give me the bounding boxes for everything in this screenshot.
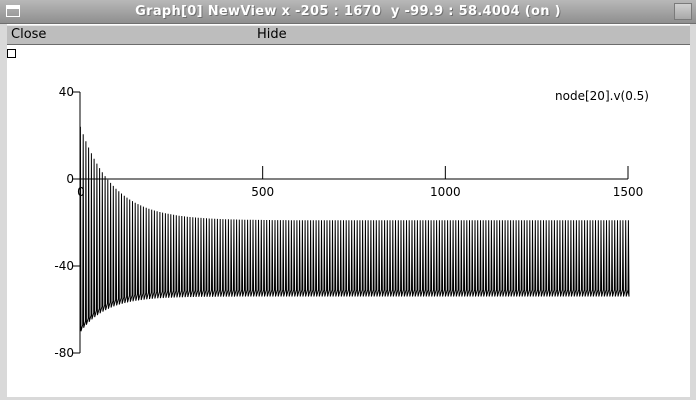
legend-label: node[20].v(0.5) (555, 89, 649, 103)
close-button[interactable]: Close (11, 27, 47, 42)
window-frame-bottom (0, 397, 696, 400)
y-tick-label-40: 40 (59, 85, 74, 99)
window-titlebar[interactable]: Graph[0] NewView x -205 : 1670 y -99.9 :… (0, 0, 696, 24)
x-tick-label-1500: 1500 (613, 185, 644, 199)
x-tick-label-1000: 1000 (430, 185, 461, 199)
window-frame-left (0, 24, 7, 400)
window-menu-icon[interactable] (6, 5, 20, 17)
ticks: 400-40-800 500 1000 1500 (54, 85, 643, 360)
view-toggle-checkbox[interactable] (7, 49, 16, 58)
window-title: Graph[0] NewView x -205 : 1670 y -99.9 :… (135, 4, 561, 19)
series-line-node20-v (79, 126, 630, 332)
y-tick-label--40: -40 (54, 259, 74, 273)
x-tick-label-500: 500 (251, 185, 274, 199)
window-frame-right (690, 24, 696, 400)
y-tick-label--80: -80 (54, 346, 74, 360)
y-tick-label-0: 0 (66, 172, 74, 186)
window-control-button[interactable] (674, 3, 692, 20)
graph-menubar: Close Hide (7, 25, 690, 45)
hide-button[interactable]: Hide (257, 27, 287, 42)
